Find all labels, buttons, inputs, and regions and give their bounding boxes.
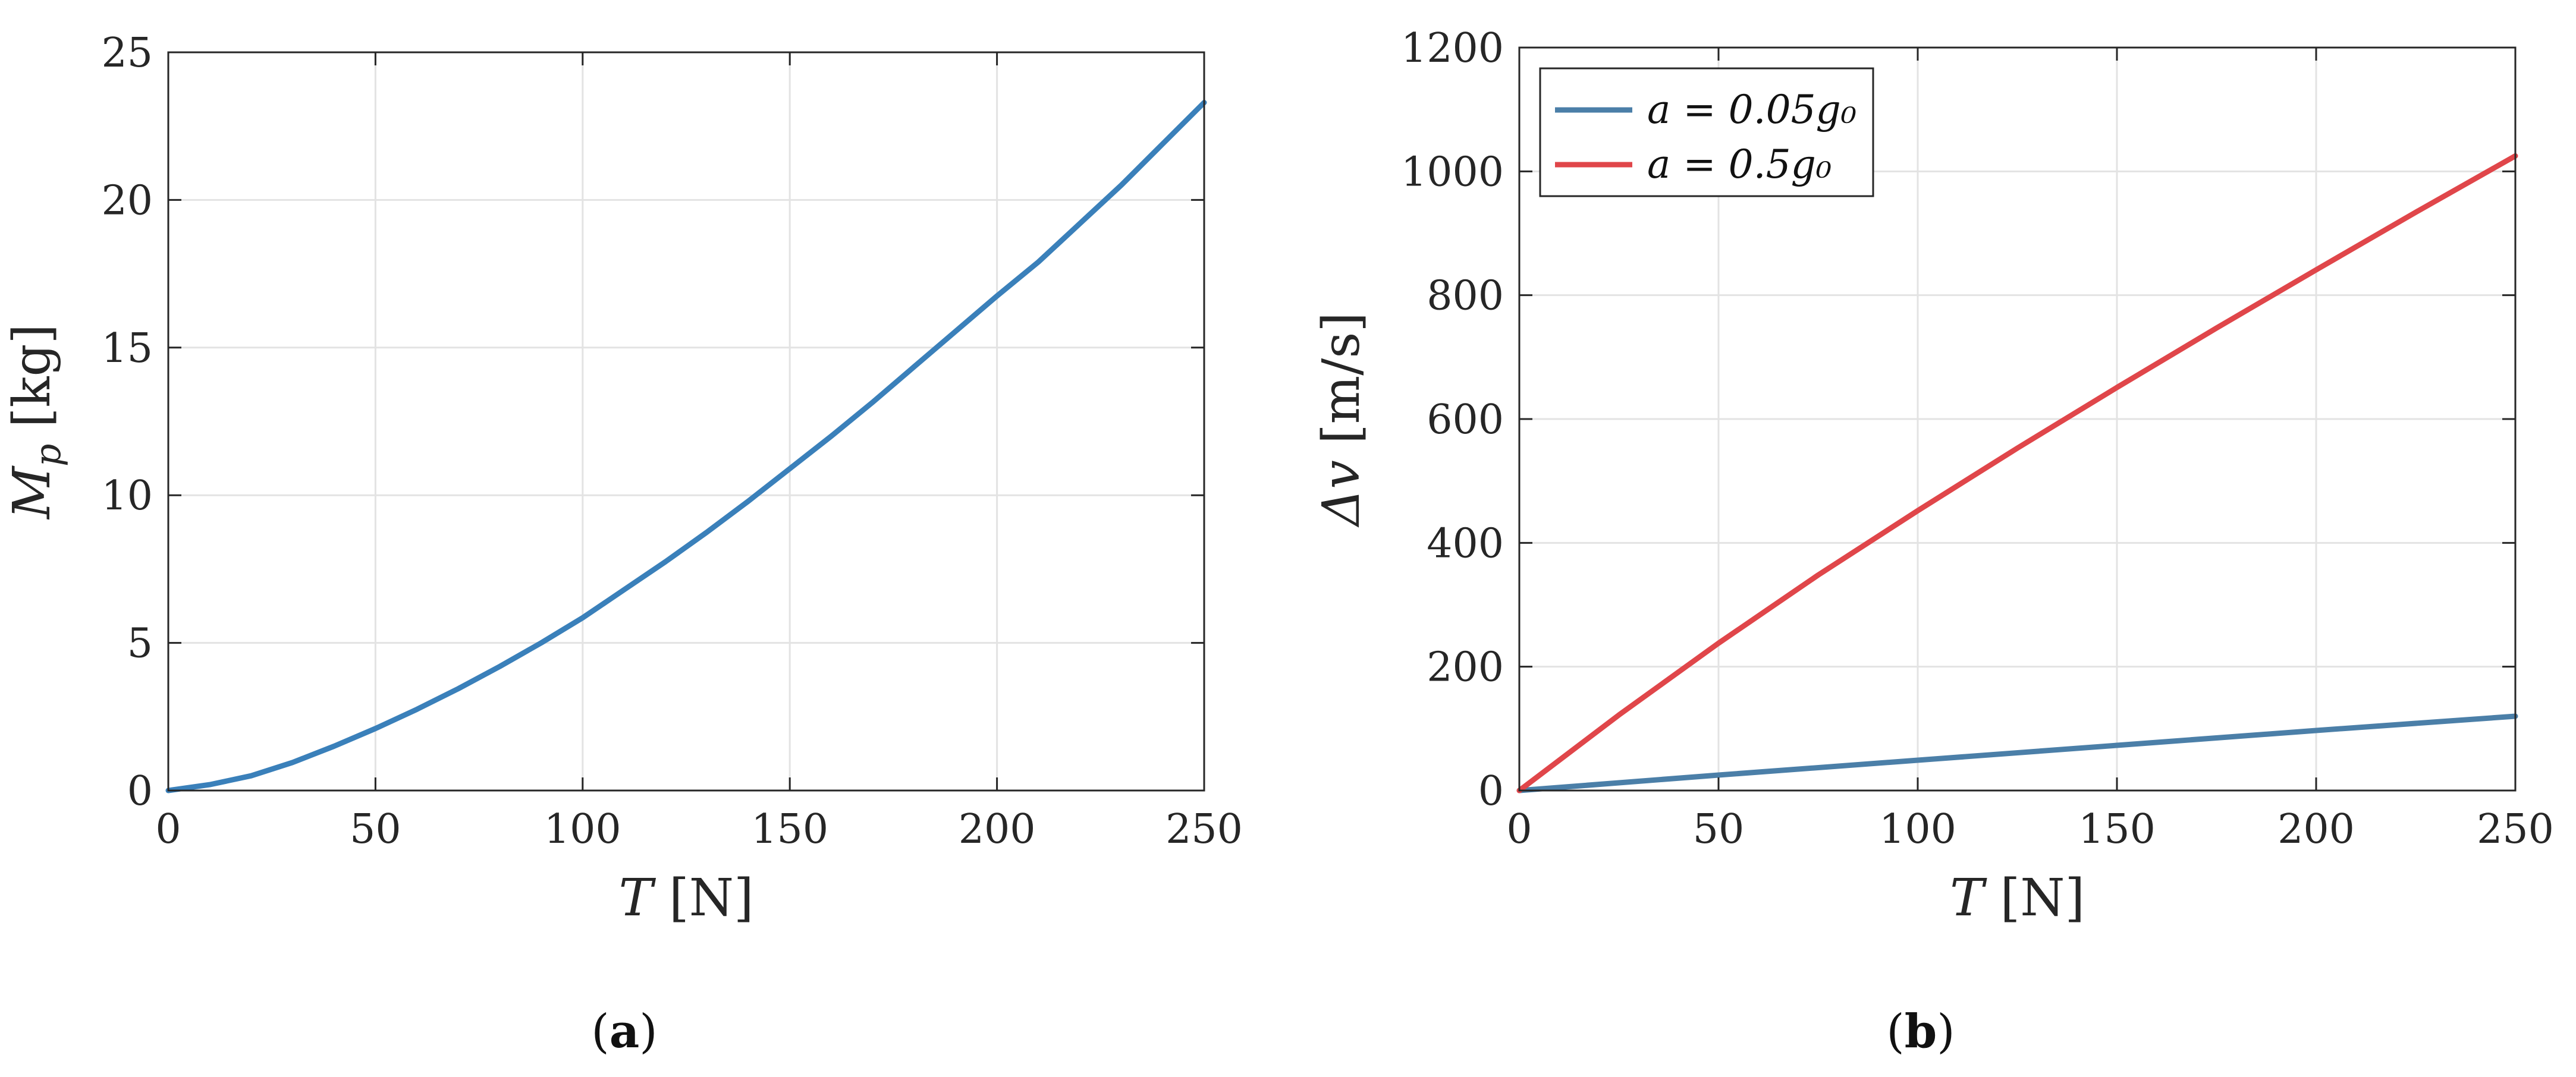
series-line-1 xyxy=(1516,713,2518,793)
y-tick-label: 600 xyxy=(1427,396,1504,443)
axes-box xyxy=(167,51,1205,792)
panel-caption: (a) xyxy=(591,1004,657,1059)
x-tick-label: 50 xyxy=(350,806,401,853)
y-tick-label: 200 xyxy=(1427,644,1504,691)
series-line-2 xyxy=(1516,153,2518,793)
x-tick-label: 150 xyxy=(751,806,828,853)
y-tick-label: 5 xyxy=(127,621,153,667)
y-axis-label: Δv [m/s] xyxy=(1312,312,1371,528)
y-tick-label: 10 xyxy=(101,473,153,519)
y-tick-label: 25 xyxy=(101,30,153,77)
panel-a: 0 50 100 150 200 250 0 5 10 15 20 25 T [N] Mp [kg] (a) xyxy=(2,30,1243,1059)
panel-b: 0 50 100 150 200 250 0 200 400 600 800 1000 1200 T [N… xyxy=(1312,25,2554,1059)
legend-box xyxy=(1539,67,1874,197)
x-tick-label: 200 xyxy=(2277,806,2355,853)
y-tick-label: 20 xyxy=(101,177,153,224)
x-tick-label: 250 xyxy=(1166,806,1243,853)
y-tick-label: 1200 xyxy=(1401,25,1504,72)
x-tick-label: 50 xyxy=(1693,806,1745,853)
panel-caption: (b) xyxy=(1886,1004,1955,1059)
x-tick-label: 100 xyxy=(544,806,621,853)
y-axis-label: Mp [kg] xyxy=(2,324,69,520)
x-tick-label: 150 xyxy=(2078,806,2156,853)
x-tick-label: 200 xyxy=(959,806,1036,853)
y-tick-label: 400 xyxy=(1427,520,1504,567)
legend-label-2: a = 0.5g₀ xyxy=(1647,141,1832,187)
series-line-1 xyxy=(165,100,1207,793)
x-axis-label: T [N] xyxy=(618,868,753,928)
x-tick-label: 100 xyxy=(1879,806,1956,853)
x-axis-label: T [N] xyxy=(1950,868,2085,928)
x-tick-label: 0 xyxy=(155,806,181,853)
x-tick-label: 250 xyxy=(2477,806,2554,853)
y-tick-label: 15 xyxy=(101,325,153,372)
x-tick-label: 0 xyxy=(1506,806,1532,853)
y-tick-label: 1000 xyxy=(1401,149,1504,196)
y-tick-label: 800 xyxy=(1427,273,1504,320)
plot-area xyxy=(168,52,1204,791)
legend-label-1: a = 0.05g₀ xyxy=(1647,87,1856,133)
y-tick-label: 0 xyxy=(127,768,153,815)
y-tick-label: 0 xyxy=(1478,768,1504,815)
